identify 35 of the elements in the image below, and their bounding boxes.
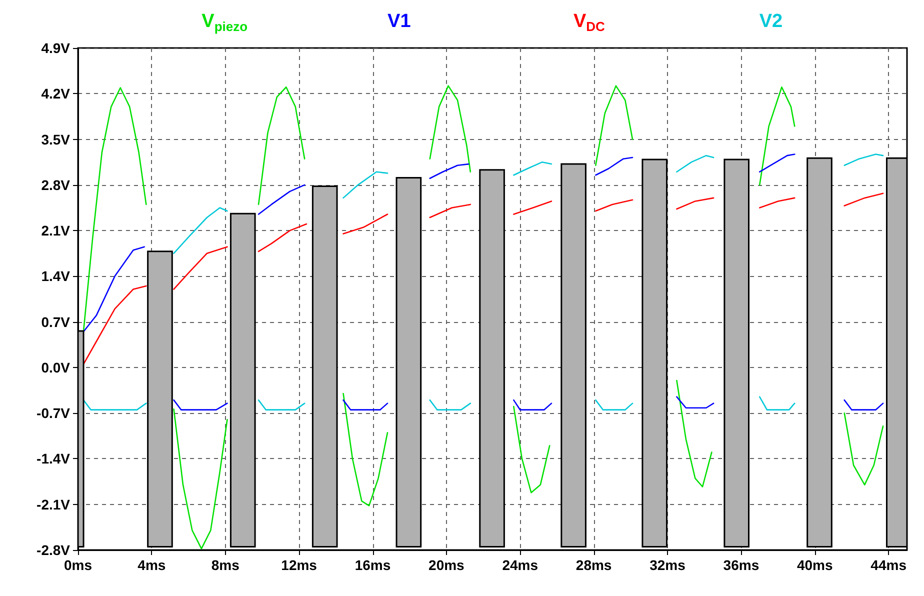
y-tick-label: 2.1V <box>41 222 71 239</box>
bar <box>147 250 173 548</box>
bar <box>560 163 586 548</box>
x-tick-label: 0ms <box>64 557 92 573</box>
y-tick-label: 0.7V <box>41 314 71 330</box>
bar <box>642 158 668 548</box>
bar <box>479 169 505 548</box>
x-tick-label: 32ms <box>650 557 686 573</box>
x-tick-label: 28ms <box>576 557 612 573</box>
x-tick-label: 8ms <box>211 557 240 573</box>
bar <box>230 212 256 548</box>
text: V2 <box>759 11 783 32</box>
y-tick-label: 4.9V <box>41 40 71 56</box>
y-tick-label: -1.4V <box>36 450 71 467</box>
x-tick-label: 16ms <box>354 557 391 573</box>
y-tick-label: 3.5V <box>41 131 71 148</box>
y-tick-label: 1.4V <box>41 268 71 284</box>
x-tick-label: 20ms <box>428 557 465 573</box>
bar <box>806 157 832 548</box>
text: V1 <box>388 11 412 32</box>
x-tick-label: 44ms <box>870 557 907 573</box>
bar <box>396 176 422 548</box>
y-tick-label: -2.1V <box>36 496 71 512</box>
x-tick-label: 36ms <box>723 557 760 573</box>
y-tick-label: -0.7V <box>36 405 71 422</box>
bar <box>724 158 750 548</box>
y-tick-label: 0.0V <box>41 359 71 376</box>
y-tick-label: -2.8V <box>36 542 71 558</box>
y-tick-label: 2.8V <box>41 176 71 193</box>
x-tick-label: 24ms <box>502 557 538 573</box>
y-tick-label: 4.2V <box>41 86 71 102</box>
x-tick-label: 40ms <box>796 557 834 573</box>
x-tick-label: 4ms <box>138 557 166 573</box>
bar <box>312 185 338 548</box>
x-tick-label: 12ms <box>281 557 318 573</box>
